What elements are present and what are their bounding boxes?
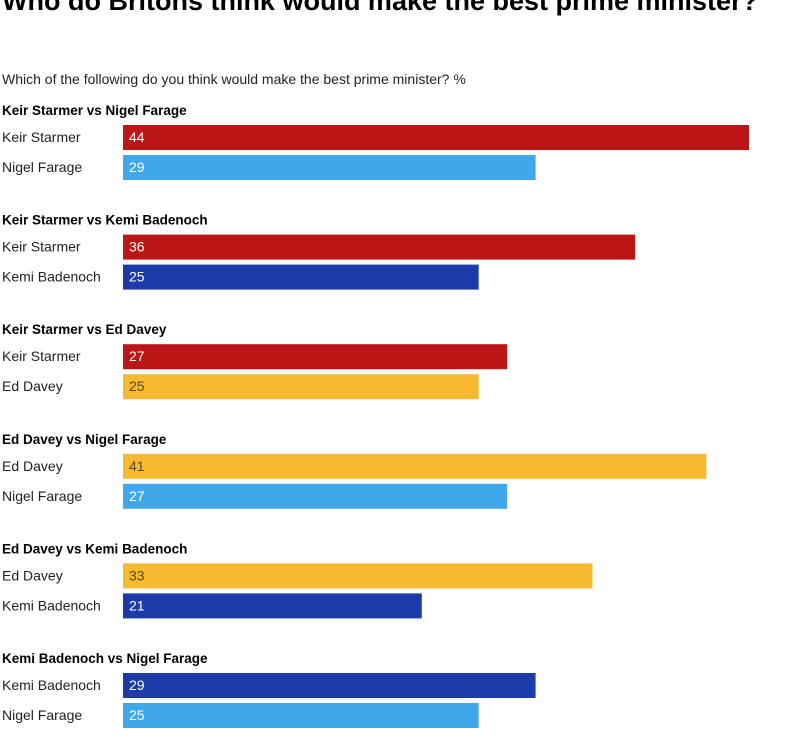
row-label-keir-starmer: Keir Starmer: [2, 348, 81, 364]
bar-kemi-badenoch: [123, 593, 422, 619]
group-title-ed-davey-vs-nigel-farage: Ed Davey vs Nigel Farage: [2, 432, 167, 447]
group-title-keir-starmer-vs-kemi-badenoch: Keir Starmer vs Kemi Badenoch: [2, 213, 208, 228]
bar-nigel-farage: [123, 703, 479, 728]
group-title-ed-davey-vs-kemi-badenoch: Ed Davey vs Kemi Badenoch: [2, 541, 187, 556]
row-label-ed-davey: Ed Davey: [2, 567, 63, 583]
value-label-kemi-badenoch: 29: [129, 677, 145, 693]
row-label-nigel-farage: Nigel Farage: [2, 488, 82, 504]
row-label-kemi-badenoch: Kemi Badenoch: [2, 269, 101, 285]
chart-subtitle: Which of the following do you think woul…: [2, 71, 466, 87]
value-label-ed-davey: 41: [129, 458, 145, 474]
value-label-ed-davey: 25: [129, 378, 145, 394]
row-label-kemi-badenoch: Kemi Badenoch: [2, 677, 101, 693]
value-label-nigel-farage: 27: [129, 488, 145, 504]
value-label-kemi-badenoch: 25: [129, 269, 145, 285]
value-label-keir-starmer: 36: [129, 239, 145, 255]
row-label-ed-davey: Ed Davey: [2, 378, 63, 394]
value-label-keir-starmer: 44: [129, 129, 145, 145]
group-title-keir-starmer-vs-nigel-farage: Keir Starmer vs Nigel Farage: [2, 103, 187, 118]
bar-kemi-badenoch: [123, 673, 536, 698]
bar-nigel-farage: [123, 155, 536, 180]
row-label-ed-davey: Ed Davey: [2, 458, 63, 474]
bar-keir-starmer: [123, 344, 508, 370]
bar-kemi-badenoch: [123, 264, 479, 290]
bar-keir-starmer: [123, 125, 749, 150]
row-label-nigel-farage: Nigel Farage: [2, 159, 82, 175]
value-label-keir-starmer: 27: [129, 348, 145, 364]
group-title-kemi-badenoch-vs-nigel-farage: Kemi Badenoch vs Nigel Farage: [2, 651, 208, 666]
value-label-kemi-badenoch: 21: [129, 597, 145, 613]
chart-title: Who do Britons think would make the best…: [2, 0, 759, 16]
group-title-keir-starmer-vs-ed-davey: Keir Starmer vs Ed Davey: [2, 322, 167, 337]
bar-keir-starmer: [123, 234, 636, 260]
bar-nigel-farage: [123, 483, 508, 509]
value-label-nigel-farage: 25: [129, 707, 145, 723]
bar-ed-davey: [123, 563, 593, 589]
row-label-kemi-badenoch: Kemi Badenoch: [2, 597, 101, 613]
value-label-ed-davey: 33: [129, 567, 145, 583]
row-label-nigel-farage: Nigel Farage: [2, 707, 82, 723]
row-label-keir-starmer: Keir Starmer: [2, 129, 81, 145]
bar-ed-davey: [123, 374, 479, 400]
row-label-keir-starmer: Keir Starmer: [2, 239, 81, 255]
bar-ed-davey: [123, 453, 707, 479]
value-label-nigel-farage: 29: [129, 159, 145, 175]
